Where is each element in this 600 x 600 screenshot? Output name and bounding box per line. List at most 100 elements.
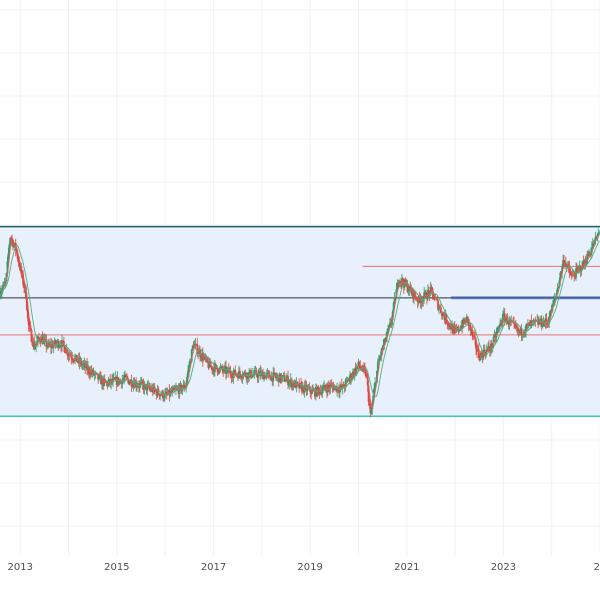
candle-body — [395, 289, 398, 300]
candle-body — [364, 369, 367, 377]
candle-body — [195, 344, 198, 345]
candle-body — [231, 377, 234, 379]
candle-body — [478, 357, 481, 361]
candle-body — [452, 327, 455, 334]
candle-body — [595, 236, 598, 239]
candle-body — [476, 349, 479, 352]
candle-body — [226, 369, 228, 374]
candle-body — [370, 409, 373, 414]
candle-body — [25, 298, 28, 310]
candle-body — [34, 346, 37, 349]
candle-body — [48, 343, 50, 346]
candle-body — [6, 261, 9, 274]
candle-body — [394, 297, 397, 300]
candle-body — [553, 298, 556, 300]
candle-body — [526, 324, 529, 326]
candle-body — [171, 389, 174, 393]
candle-body — [401, 278, 404, 284]
moving-averages — [0, 234, 600, 409]
candle-body — [334, 385, 337, 388]
candle-body — [105, 382, 108, 384]
candle-body — [371, 402, 374, 410]
candle-body — [488, 346, 490, 350]
candle-body — [521, 334, 524, 336]
candle-body — [552, 299, 555, 305]
candle-body — [50, 344, 52, 348]
candle-body — [324, 385, 326, 389]
candle-body — [28, 325, 31, 327]
candle-body — [565, 265, 568, 267]
candle-body — [537, 319, 539, 325]
candle-body — [583, 260, 586, 266]
candle-body — [100, 378, 103, 385]
candle-body — [399, 280, 401, 283]
candle-body — [236, 374, 238, 376]
candle-body — [389, 322, 391, 326]
candle-body — [187, 370, 189, 377]
candle-body — [47, 343, 50, 347]
candle-body — [592, 243, 595, 246]
candle-body — [189, 360, 192, 362]
candle-body — [265, 373, 268, 376]
candle-body — [239, 374, 242, 378]
candle-body — [12, 240, 14, 247]
horizontal-levels — [0, 265, 600, 336]
candle-body — [416, 299, 419, 303]
candle-body — [373, 388, 376, 396]
candle-body — [451, 325, 454, 334]
candle-body — [161, 391, 163, 395]
candle-body — [516, 326, 519, 332]
candle-body — [251, 374, 254, 378]
candle-body — [282, 375, 285, 377]
x-tick-label: 2023 — [491, 562, 516, 573]
candle-body — [39, 340, 42, 343]
candle-body — [87, 367, 89, 371]
candle-body — [494, 334, 497, 338]
candle-body — [24, 287, 26, 289]
candle-body — [489, 349, 491, 351]
candle-body — [356, 366, 359, 368]
candle-body — [33, 342, 36, 349]
candle-body — [317, 386, 320, 390]
candle-body — [177, 388, 180, 395]
candle-body — [319, 390, 322, 394]
candle-body — [404, 279, 407, 285]
candle-body — [409, 286, 412, 290]
candle-body — [312, 389, 314, 391]
candle-body — [535, 320, 538, 322]
candle-body — [277, 375, 280, 383]
candle-body — [392, 302, 395, 312]
candle-body — [582, 261, 585, 266]
candle-body — [427, 290, 430, 292]
candle-body — [450, 327, 452, 330]
x-tick-label: 2 — [594, 562, 600, 573]
candle-body — [310, 392, 313, 394]
candle-body — [366, 376, 369, 386]
candle-body — [263, 374, 265, 380]
candle-body — [262, 372, 264, 380]
candle-body — [446, 322, 449, 324]
candle-body — [258, 371, 261, 374]
candle-body — [376, 370, 378, 383]
candle-body — [15, 250, 18, 253]
candle-body — [465, 316, 468, 323]
x-tick-label: 2017 — [201, 562, 226, 573]
candle-body — [183, 384, 186, 389]
candle-body — [217, 372, 220, 374]
candle-body — [230, 374, 233, 378]
candle-body — [113, 377, 116, 380]
candle-body — [313, 389, 316, 397]
candle-body — [379, 355, 382, 357]
candle-body — [414, 296, 417, 300]
candle-body — [338, 390, 340, 393]
candle-body — [476, 348, 478, 352]
candle-body — [501, 313, 504, 324]
candle-body — [330, 384, 333, 386]
candle-body — [143, 383, 146, 390]
candle-body — [23, 284, 25, 289]
ma-slow — [0, 240, 600, 398]
candle-body — [29, 326, 32, 330]
candle-body — [128, 382, 131, 385]
candle-body — [314, 387, 317, 397]
candle-body — [276, 376, 278, 378]
